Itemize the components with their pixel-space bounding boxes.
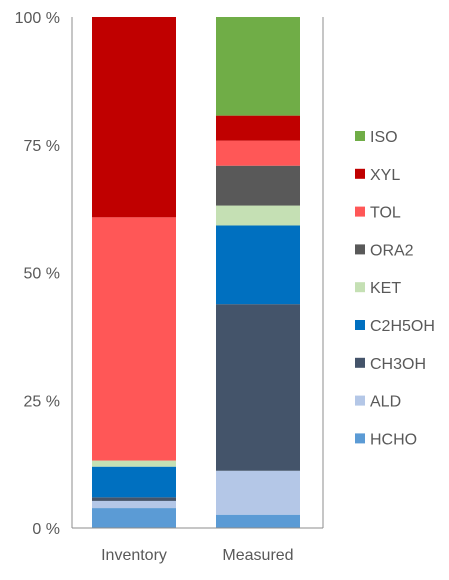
bar-segment-inventory-tol: [92, 217, 176, 461]
y-tick-label: 100 %: [15, 10, 60, 27]
bar-segment-measured-hcho: [216, 514, 300, 528]
bar-segment-measured-c2h5oh: [216, 225, 300, 305]
legend-item-ch3oh: CH3OH: [355, 356, 426, 373]
legend-swatch: [355, 206, 365, 217]
legend-label: ORA2: [370, 242, 414, 259]
legend-item-xyl: XYL: [355, 167, 400, 184]
bar-segment-measured-xyl: [216, 115, 300, 141]
legend-swatch: [355, 320, 365, 330]
bar-segment-inventory-c2h5oh: [92, 466, 176, 498]
legend-item-iso: ISO: [355, 129, 398, 146]
bar-segment-measured-ch3oh: [216, 304, 300, 471]
bar-segment-measured-ket: [216, 205, 300, 226]
legend-label: ISO: [370, 129, 398, 146]
legend-swatch: [355, 282, 365, 293]
legend-label: XYL: [370, 167, 400, 184]
bar-segment-inventory-ald: [92, 500, 176, 509]
legend-swatch: [355, 244, 365, 255]
legend: ISO XYL TOL ORA2 KET C2H5OH CH3OH ALD HCHO: [355, 129, 435, 448]
bar-segment-measured-tol: [216, 140, 300, 166]
legend-item-ald: ALD: [355, 394, 401, 411]
x-tick-label-inventory: Inventory: [101, 547, 167, 564]
legend-item-ora2: ORA2: [355, 242, 414, 259]
legend-swatch: [355, 395, 365, 406]
bar-segment-measured-ald: [216, 470, 300, 515]
bar-segment-inventory-xyl: [92, 17, 176, 218]
legend-swatch: [355, 131, 365, 141]
legend-swatch: [355, 168, 365, 179]
bars-group: [92, 17, 300, 528]
y-tick-label: 25 %: [24, 393, 60, 410]
legend-label: ALD: [370, 394, 401, 411]
axes-group: 0 % 25 % 50 % 75 % 100 % Inventory Measured: [15, 10, 324, 564]
bar-segment-inventory-ch3oh: [92, 497, 176, 501]
legend-label: CH3OH: [370, 356, 426, 373]
legend-item-tol: TOL: [355, 205, 401, 222]
bar-segment-measured-ora2: [216, 165, 300, 206]
y-tick-label: 75 %: [24, 138, 60, 155]
legend-item-hcho: HCHO: [355, 431, 417, 448]
legend-label: C2H5OH: [370, 318, 435, 335]
x-tick-label-measured: Measured: [222, 547, 293, 564]
bar-segment-inventory-ket: [92, 460, 176, 467]
legend-item-c2h5oh: C2H5OH: [355, 318, 435, 335]
legend-swatch: [355, 357, 365, 368]
y-tick-label: 0 %: [32, 521, 60, 538]
legend-item-ket: KET: [355, 280, 401, 297]
bar-segment-inventory-hcho: [92, 508, 176, 528]
legend-label: KET: [370, 280, 401, 297]
bar-segment-measured-iso: [216, 17, 300, 116]
legend-label: TOL: [370, 205, 401, 222]
legend-swatch: [355, 433, 365, 444]
y-tick-label: 50 %: [24, 266, 60, 283]
legend-label: HCHO: [370, 431, 417, 448]
